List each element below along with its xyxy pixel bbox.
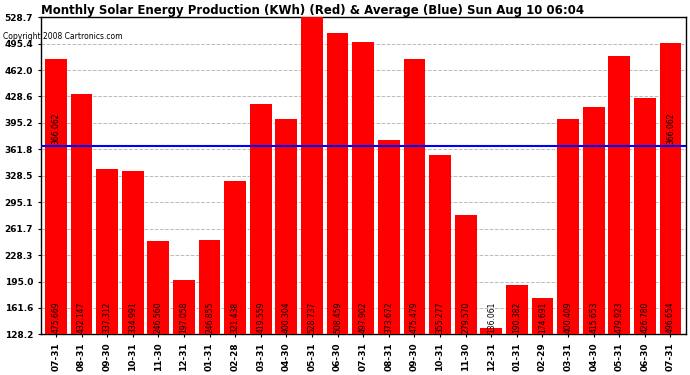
Bar xyxy=(455,214,477,334)
Text: 426.780: 426.780 xyxy=(640,302,649,333)
Bar xyxy=(531,298,553,334)
Bar xyxy=(173,280,195,334)
Bar xyxy=(583,107,604,334)
Text: 496.654: 496.654 xyxy=(666,301,675,333)
Text: 415.653: 415.653 xyxy=(589,302,598,333)
Bar xyxy=(199,240,220,334)
Text: 246.855: 246.855 xyxy=(205,302,214,333)
Bar xyxy=(148,241,169,334)
Text: 497.902: 497.902 xyxy=(359,302,368,333)
Text: 366.062: 366.062 xyxy=(666,113,675,144)
Text: 246.560: 246.560 xyxy=(154,302,163,333)
Bar xyxy=(326,33,348,334)
Bar xyxy=(70,94,92,334)
Text: 479.923: 479.923 xyxy=(615,302,624,333)
Text: Copyright 2008 Cartronics.com: Copyright 2008 Cartronics.com xyxy=(3,32,123,41)
Text: 528.737: 528.737 xyxy=(308,302,317,333)
Bar xyxy=(224,182,246,334)
Text: 197.058: 197.058 xyxy=(179,302,188,333)
Text: 337.312: 337.312 xyxy=(103,302,112,333)
Bar xyxy=(122,171,144,334)
Text: 419.559: 419.559 xyxy=(256,302,265,333)
Bar xyxy=(275,119,297,334)
Text: 400.304: 400.304 xyxy=(282,301,291,333)
Text: 475.479: 475.479 xyxy=(410,301,419,333)
Text: 136.061: 136.061 xyxy=(486,302,495,333)
Bar xyxy=(429,154,451,334)
Bar xyxy=(96,169,118,334)
Text: 355.277: 355.277 xyxy=(435,302,444,333)
Bar xyxy=(634,98,656,334)
Text: 174.691: 174.691 xyxy=(538,302,547,333)
Bar xyxy=(480,328,502,334)
Text: 366.062: 366.062 xyxy=(52,113,61,144)
Text: 321.438: 321.438 xyxy=(230,302,239,333)
Text: 279.570: 279.570 xyxy=(461,302,470,333)
Text: 190.382: 190.382 xyxy=(513,302,522,333)
Bar xyxy=(506,285,528,334)
Bar xyxy=(557,119,579,334)
Text: 508.459: 508.459 xyxy=(333,302,342,333)
Text: 432.147: 432.147 xyxy=(77,302,86,333)
Text: Monthly Solar Energy Production (KWh) (Red) & Average (Blue) Sun Aug 10 06:04: Monthly Solar Energy Production (KWh) (R… xyxy=(41,4,584,17)
Bar xyxy=(404,59,425,334)
Bar xyxy=(301,17,323,334)
Bar xyxy=(353,42,374,334)
Bar xyxy=(250,104,272,334)
Bar xyxy=(660,42,681,334)
Bar xyxy=(609,56,630,334)
Text: 475.669: 475.669 xyxy=(52,301,61,333)
Text: 334.991: 334.991 xyxy=(128,302,137,333)
Bar xyxy=(378,140,400,334)
Text: 373.672: 373.672 xyxy=(384,302,393,333)
Text: 400.409: 400.409 xyxy=(564,301,573,333)
Bar xyxy=(45,59,67,334)
